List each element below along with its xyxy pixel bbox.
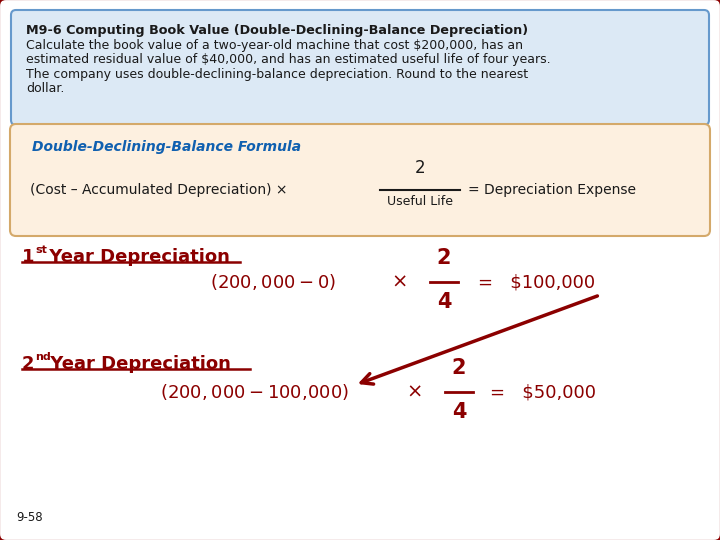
Text: Calculate the book value of a two-year-old machine that cost $200,000, has an: Calculate the book value of a two-year-o… (26, 39, 523, 52)
Text: dollar.: dollar. (26, 83, 64, 96)
Text: Useful Life: Useful Life (387, 195, 453, 208)
Text: estimated residual value of $40,000, and has an estimated useful life of four ye: estimated residual value of $40,000, and… (26, 53, 551, 66)
Text: = Depreciation Expense: = Depreciation Expense (468, 183, 636, 197)
Text: 2: 2 (22, 355, 35, 373)
Text: =   $100,000: = $100,000 (478, 273, 595, 291)
Text: Double-Declining-Balance Formula: Double-Declining-Balance Formula (32, 140, 301, 154)
Text: The company uses double-declining-balance depreciation. Round to the nearest: The company uses double-declining-balanc… (26, 68, 528, 81)
Text: 2: 2 (415, 159, 426, 177)
Text: M9-6 Computing Book Value (Double-Declining-Balance Depreciation): M9-6 Computing Book Value (Double-Declin… (26, 24, 528, 37)
Text: 4: 4 (451, 402, 467, 422)
Text: st: st (35, 245, 47, 255)
Text: (Cost – Accumulated Depreciation) ×: (Cost – Accumulated Depreciation) × (30, 183, 287, 197)
Text: ×: × (407, 382, 423, 402)
Text: ($200,000 - $0): ($200,000 - $0) (210, 272, 336, 292)
FancyBboxPatch shape (10, 124, 710, 236)
Text: nd: nd (35, 352, 50, 362)
Text: Year Depreciation: Year Depreciation (43, 248, 230, 266)
Text: 1: 1 (22, 248, 35, 266)
Text: ($200,000 - $100,000): ($200,000 - $100,000) (160, 382, 349, 402)
Text: Year Depreciation: Year Depreciation (44, 355, 231, 373)
Text: 2: 2 (437, 248, 451, 268)
Text: 9-58: 9-58 (16, 511, 42, 524)
Text: 2: 2 (451, 358, 467, 378)
Text: =   $50,000: = $50,000 (490, 383, 596, 401)
Text: 4: 4 (437, 292, 451, 312)
Text: ×: × (392, 273, 408, 292)
FancyBboxPatch shape (11, 10, 709, 125)
